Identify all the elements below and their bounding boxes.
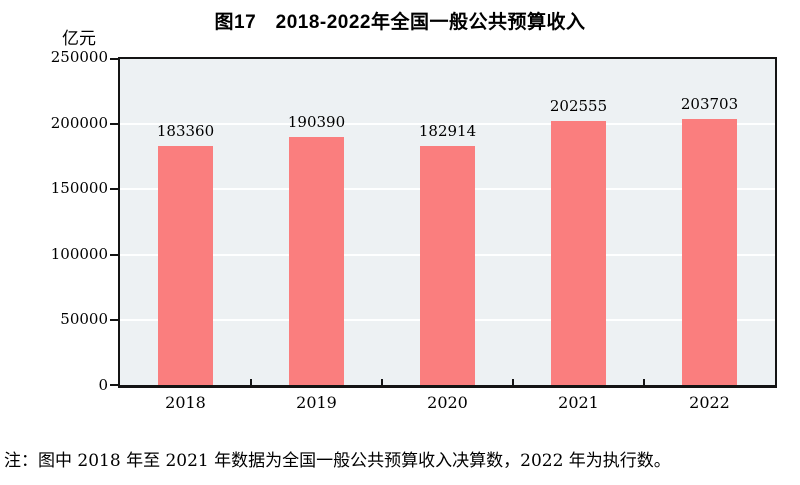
gridline [120, 123, 775, 126]
bars-row: 183360 190390 182914 202555 203703 [120, 59, 775, 385]
bar-group: 183360 [120, 59, 251, 385]
x-axis-tick-label: 2022 [689, 393, 730, 412]
y-axis-labels: 0 50000 100000 150000 200000 250000 [0, 48, 108, 394]
bar-group: 203703 [644, 59, 775, 385]
x-axis-tick-label: 2021 [558, 393, 599, 412]
bar [157, 145, 213, 385]
y-axis-tick-label: 250000 [50, 48, 108, 66]
x-axis-tick [250, 379, 252, 385]
y-axis-tick-label: 50000 [60, 310, 108, 329]
bar [681, 119, 737, 385]
y-axis-tick-label: 100000 [50, 244, 108, 263]
y-axis-tick [110, 123, 118, 126]
bar-group: 190390 [251, 59, 382, 385]
x-axis-tick [643, 379, 645, 385]
y-axis-tick [110, 253, 118, 256]
y-axis-tick [110, 58, 118, 60]
bar-value-label: 182914 [418, 122, 477, 141]
x-axis-tick [381, 379, 383, 385]
bar-value-label: 202555 [549, 96, 608, 115]
y-axis-tick [110, 318, 118, 321]
x-axis-labels: 2018 2019 2020 2021 2022 [120, 393, 775, 412]
bar-group: 182914 [382, 59, 513, 385]
bar [550, 120, 606, 385]
y-axis-tick [110, 384, 118, 386]
y-axis-tick-label: 200000 [50, 113, 108, 132]
bar [419, 146, 475, 385]
y-axis-unit-label: 亿元 [62, 29, 96, 48]
bar-value-label: 183360 [156, 121, 215, 140]
chart-title: 图17 2018-2022年全国一般公共预算收入 [214, 12, 586, 33]
plot-area: 183360 190390 182914 202555 203703 [110, 57, 777, 388]
bar-value-label: 190390 [287, 112, 346, 131]
y-axis-tick [110, 188, 118, 191]
y-axis-tick-label: 150000 [50, 179, 108, 198]
y-axis-tick-label: 0 [98, 376, 108, 394]
x-axis-tick-label: 2018 [165, 393, 206, 412]
x-axis-tick-label: 2019 [296, 393, 337, 412]
bar-group: 202555 [513, 59, 644, 385]
bar-value-label: 203703 [680, 95, 739, 114]
footnote: 注：图中 2018 年至 2021 年数据为全国一般公共预算收入决算数，2022… [4, 451, 671, 471]
x-axis-tick [512, 379, 514, 385]
x-axis-tick-label: 2020 [427, 393, 468, 412]
bar [288, 136, 344, 385]
